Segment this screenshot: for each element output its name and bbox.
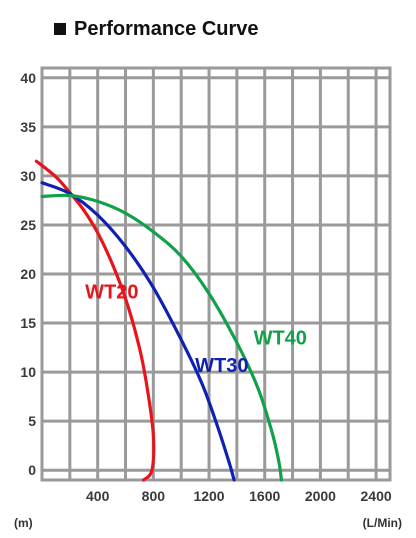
chart-series — [34, 159, 283, 482]
y-tick-label: 15 — [20, 315, 36, 331]
title-bullet-icon — [54, 23, 66, 35]
series-line-wt20 — [34, 159, 156, 482]
chart-grid — [40, 66, 392, 482]
series-label-wt40: WT40 — [254, 328, 307, 350]
y-tick-label: 0 — [28, 462, 36, 478]
x-axis-ticks: 400 800 1200 1600 2000 2400 — [86, 488, 392, 504]
series-line-wt30 — [40, 181, 236, 482]
x-tick-label: 2000 — [305, 488, 336, 504]
x-tick-label: 400 — [86, 488, 110, 504]
x-tick-label: 2400 — [361, 488, 392, 504]
chart-title-area: Performance Curve — [54, 14, 259, 44]
series-label-wt20: WT20 — [85, 282, 138, 304]
y-tick-label: 30 — [20, 168, 36, 184]
y-tick-label: 10 — [20, 364, 36, 380]
chart-title: Performance Curve — [74, 17, 259, 40]
y-tick-label: 20 — [20, 266, 36, 282]
y-tick-label: 5 — [28, 413, 36, 429]
y-axis-ticks: 0 5 10 15 20 25 30 35 40 — [20, 70, 36, 478]
x-axis-unit: (L/Min) — [363, 516, 402, 530]
x-tick-label: 1600 — [249, 488, 280, 504]
series-line-wt40 — [40, 193, 283, 482]
series-label-wt30: WT30 — [195, 355, 248, 377]
x-tick-label: 800 — [142, 488, 166, 504]
series-labels: WT20 WT30 WT40 — [85, 282, 307, 378]
y-tick-label: 35 — [20, 119, 36, 135]
x-tick-label: 1200 — [193, 488, 224, 504]
y-tick-label: 25 — [20, 217, 36, 233]
y-axis-unit: (m) — [14, 516, 33, 530]
y-tick-label: 40 — [20, 70, 36, 86]
